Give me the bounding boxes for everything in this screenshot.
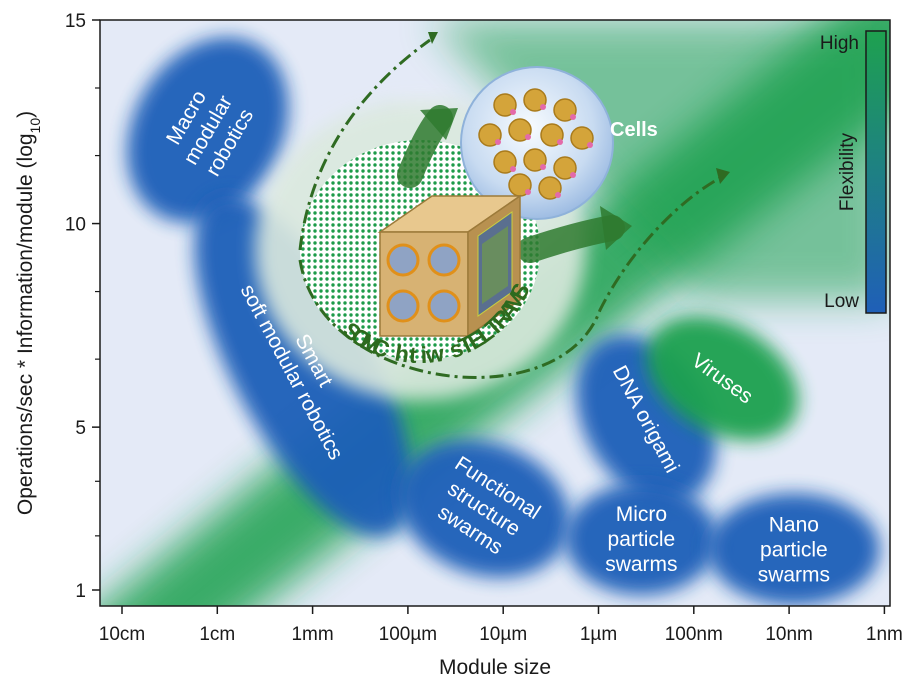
- cell-marker: [525, 189, 531, 195]
- region-label-line: swarms: [758, 563, 830, 586]
- cell-marker: [510, 109, 516, 115]
- region-label-line: particle: [608, 528, 676, 551]
- cell-marker: [495, 139, 501, 145]
- legend-title: Flexibility: [837, 132, 858, 211]
- cell-marker: [555, 192, 561, 198]
- x-tick-label: 1mm: [291, 624, 333, 645]
- y-axis: 15 10 5 1: [65, 11, 100, 602]
- smartlets-char: h: [393, 340, 411, 368]
- region-nano-particle: [707, 493, 880, 606]
- growth-arrows: [298, 32, 730, 379]
- y-tick-label: 10: [65, 215, 86, 236]
- smartlets-char: w: [423, 340, 445, 368]
- flexibility-legend: High Low Flexibility: [820, 30, 887, 314]
- x-tick-label: 10µm: [479, 624, 527, 645]
- x-tick-label: 100µm: [379, 624, 437, 645]
- x-tick-label: 100nm: [665, 624, 723, 645]
- x-axis-title: Module size: [439, 656, 551, 679]
- cell-marker: [510, 166, 516, 172]
- region-label-line: particle: [760, 538, 828, 561]
- legend-color-bar: [865, 30, 887, 314]
- region-functional-structure: [398, 439, 570, 578]
- smartlets-char: t: [408, 342, 418, 368]
- cell-marker: [570, 172, 576, 178]
- cell-marker: [570, 114, 576, 120]
- y-tick-label: 1: [75, 581, 86, 602]
- legend-high: High: [820, 33, 859, 54]
- region-macro-modular: [127, 37, 289, 223]
- cmos-cube: [377, 194, 523, 338]
- x-tick-label: 1nm: [866, 624, 903, 645]
- y-tick-label: 15: [65, 11, 86, 32]
- smartlets-char: i: [420, 342, 427, 368]
- cell-marker: [525, 134, 531, 140]
- x-axis: 10cm 1cm 1mm 100µm 10µm 1µm 100nm 10nm 1nm: [99, 606, 903, 645]
- cell-marker: [557, 139, 563, 145]
- x-tick-label: 10nm: [765, 624, 813, 645]
- y-axis-title: Operations/sec * Information/module (log…: [14, 111, 43, 515]
- cell-marker: [540, 164, 546, 170]
- cells-image: [460, 66, 614, 220]
- region-label-line: swarms: [605, 553, 677, 576]
- x-tick-label: 1cm: [199, 624, 235, 645]
- cell-marker: [540, 104, 546, 110]
- cell-marker: [587, 142, 593, 148]
- cells-label: Cells: [610, 119, 658, 141]
- region-label-line: Nano: [769, 513, 819, 536]
- region-viruses: [646, 316, 799, 441]
- region-micro-particle: [565, 483, 718, 596]
- region-label-line: Micro: [616, 503, 667, 526]
- x-tick-label: 10cm: [99, 624, 145, 645]
- plot-frame: [99, 19, 891, 607]
- legend-low: Low: [824, 291, 859, 312]
- region-smart-soft: [194, 195, 412, 538]
- plot-background: [100, 20, 890, 606]
- y-tick-label: 5: [75, 418, 86, 439]
- x-tick-label: 1µm: [580, 624, 617, 645]
